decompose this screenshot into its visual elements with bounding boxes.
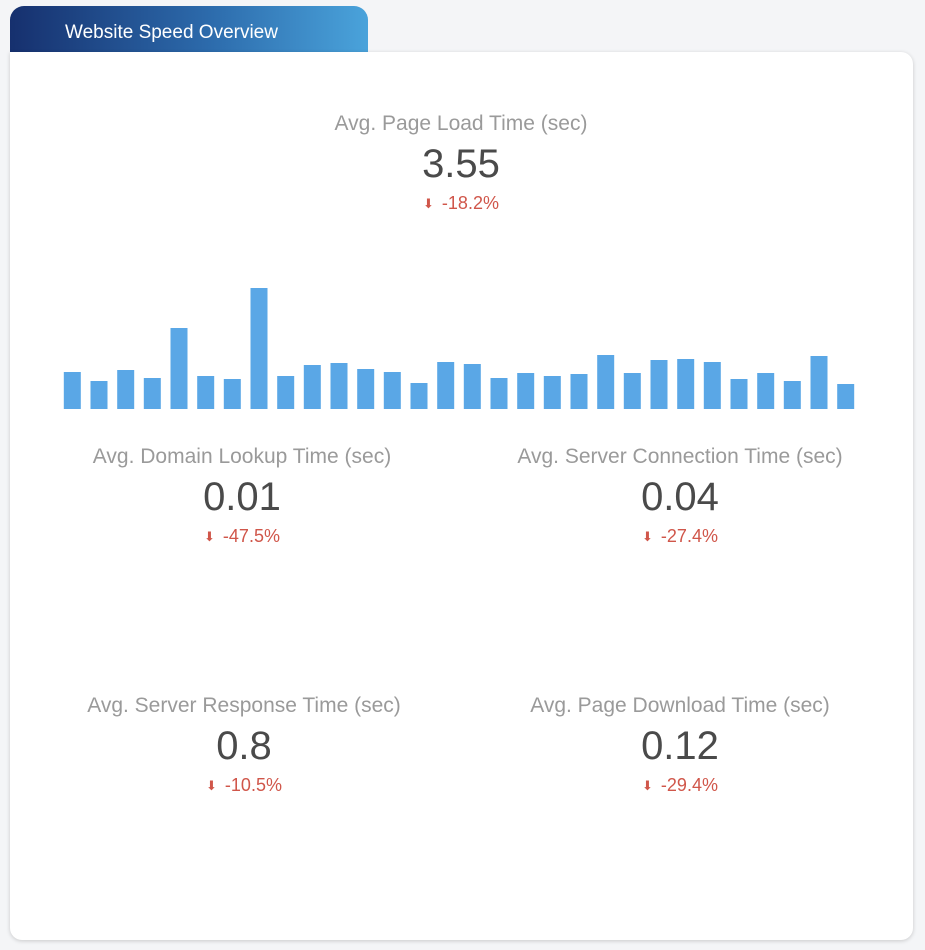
chart-bar[interactable]: [543, 376, 561, 409]
metric-label: Avg. Server Response Time (sec): [87, 694, 401, 717]
chart-bar[interactable]: [330, 363, 348, 409]
chart-bar[interactable]: [463, 364, 481, 409]
chart-bar[interactable]: [490, 378, 508, 409]
chart-bar[interactable]: [570, 374, 588, 409]
tab-website-speed-overview[interactable]: Website Speed Overview: [10, 6, 368, 53]
metric-value: 0.8: [216, 724, 272, 768]
metric-delta: -18.2%: [441, 193, 499, 213]
speed-overview-card: Avg. Page Load Time (sec) 3.55 ⬇ -18.2% A…: [10, 52, 913, 940]
chart-bar[interactable]: [650, 360, 668, 409]
metric-delta: -27.4%: [660, 526, 718, 546]
chart-bar[interactable]: [90, 381, 108, 409]
metric-delta: -10.5%: [224, 775, 282, 795]
chart-bar[interactable]: [517, 373, 535, 409]
chart-bar[interactable]: [357, 369, 375, 409]
chart-bar[interactable]: [170, 328, 188, 409]
chart-bar[interactable]: [410, 383, 428, 409]
arrow-down-icon: ⬇: [642, 529, 653, 544]
chart-bar[interactable]: [623, 373, 641, 409]
chart-bar[interactable]: [117, 370, 135, 409]
chart-bar[interactable]: [703, 362, 721, 409]
chart-bar[interactable]: [757, 373, 775, 409]
arrow-down-icon: ⬇: [204, 529, 215, 544]
chart-bar[interactable]: [223, 379, 241, 409]
metric-page-load: Avg. Page Load Time (sec) 3.55 ⬇ -18.2%: [241, 112, 681, 214]
chart-bar[interactable]: [597, 355, 615, 409]
metric-domain-lookup: Avg. Domain Lookup Time (sec) 0.01 ⬇ -47.…: [22, 445, 462, 547]
tab-title: Website Speed Overview: [65, 22, 278, 43]
metric-delta: -47.5%: [222, 526, 280, 546]
chart-bar[interactable]: [677, 359, 695, 409]
arrow-down-icon: ⬇: [206, 778, 217, 793]
arrow-down-icon: ⬇: [423, 196, 434, 211]
chart-bar[interactable]: [437, 362, 455, 409]
metric-label: Avg. Page Download Time (sec): [530, 694, 830, 717]
chart-bar[interactable]: [837, 384, 855, 409]
metric-value: 0.12: [641, 724, 719, 768]
metric-value: 3.55: [422, 142, 500, 186]
metric-label: Avg. Server Connection Time (sec): [517, 445, 843, 468]
metric-value: 0.04: [641, 475, 719, 519]
metric-label: Avg. Page Load Time (sec): [334, 112, 588, 135]
metric-page-download: Avg. Page Download Time (sec) 0.12 ⬇ -29.…: [460, 694, 900, 796]
chart-bar[interactable]: [730, 379, 748, 409]
metric-server-response: Avg. Server Response Time (sec) 0.8 ⬇ -10…: [24, 694, 464, 796]
page-load-bar-chart: [63, 288, 855, 409]
chart-bar[interactable]: [197, 376, 215, 409]
metric-label: Avg. Domain Lookup Time (sec): [92, 445, 392, 468]
metric-server-connection: Avg. Server Connection Time (sec) 0.04 ⬇…: [460, 445, 900, 547]
chart-bar[interactable]: [63, 372, 81, 409]
chart-bar[interactable]: [143, 378, 161, 409]
chart-bar[interactable]: [277, 376, 295, 409]
chart-bar[interactable]: [783, 381, 801, 409]
chart-bar[interactable]: [383, 372, 401, 409]
metric-delta: -29.4%: [660, 775, 718, 795]
chart-bar[interactable]: [810, 356, 828, 409]
chart-bar[interactable]: [250, 288, 268, 409]
arrow-down-icon: ⬇: [642, 778, 653, 793]
chart-bar[interactable]: [303, 365, 321, 409]
metric-value: 0.01: [203, 475, 281, 519]
